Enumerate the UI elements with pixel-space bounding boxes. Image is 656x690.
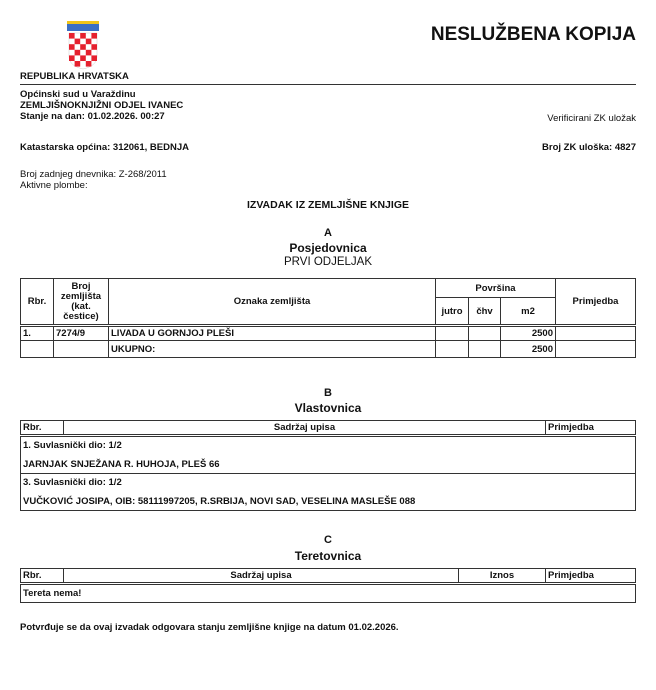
coat-of-arms-icon <box>67 21 99 70</box>
col-primjedba: Primjedba <box>555 278 636 327</box>
no-encumbrance: Tereta nema! <box>20 583 636 603</box>
col-broj: Broj zemljišta (kat. čestice) <box>53 278 109 327</box>
col-m2: m2 <box>500 297 556 327</box>
document-watermark-title: NESLUŽBENA KOPIJA <box>430 24 636 45</box>
col-rbr: Rbr. <box>20 278 54 327</box>
active-seals: Aktivne plombe: <box>20 180 88 191</box>
section-c-letter: C <box>324 534 332 546</box>
section-a-sub: PRVI ODJELJAK <box>284 256 372 268</box>
last-diary-number: Broj zadnjeg dnevnika: Z-268/2011 <box>20 169 167 180</box>
ownership-entry: 1. Suvlasnički dio: 1/2 JARNJAK SNJEŽANA … <box>20 435 636 474</box>
ownership-table: Rbr. Sadržaj upisa Primjedba 1. Suvlasničk… <box>20 420 636 511</box>
col-chv: čhv <box>468 297 501 327</box>
department-name: ZEMLJIŠNOKNJIŽNI ODJEL IVANEC <box>20 100 184 111</box>
land-table: Rbr. Broj zemljišta (kat. čestice) Oznak… <box>20 278 636 358</box>
encumbrance-table: Rbr. Sadržaj upisa Iznos Primjedba Tereta n… <box>20 568 636 603</box>
court-name: Općinski sud u Varaždinu <box>20 89 136 100</box>
section-c-name: Teretovnica <box>294 549 362 563</box>
section-b-name: Vlastovnica <box>294 401 362 415</box>
state-date: Stanje na dan: 01.02.2026. 00:27 <box>20 111 165 122</box>
col-jutro: jutro <box>435 297 469 327</box>
verified-label: Verificirani ZK uložak <box>547 113 636 124</box>
section-b-letter: B <box>324 387 332 399</box>
section-a-letter: A <box>324 227 332 239</box>
ownership-entry: 3. Suvlasnički dio: 1/2 VUČKOVIĆ JOSIPA, … <box>20 473 636 511</box>
country-name: REPUBLIKA HRVATSKA <box>20 71 129 82</box>
cadastral-municipality: Katastarska općina: 312061, BEDNJA <box>20 142 189 153</box>
confirmation-text: Potvrđuje se da ovaj izvadak odgovara st… <box>20 622 399 633</box>
zk-number: Broj ZK uloška: 4827 <box>542 142 636 153</box>
col-oznaka: Oznaka zemljišta <box>108 278 436 327</box>
table-row: 1. 7274/9 LIVADA U GORNJOJ PLEŠI 2500 <box>20 325 636 341</box>
col-povrsina: Površina <box>435 278 556 298</box>
total-row: UKUPNO: 2500 <box>20 340 636 358</box>
header-divider <box>20 84 636 85</box>
document-title: IZVADAK IZ ZEMLJIŠNE KNJIGE <box>247 199 409 211</box>
section-a-name: Posjedovnica <box>289 241 367 255</box>
